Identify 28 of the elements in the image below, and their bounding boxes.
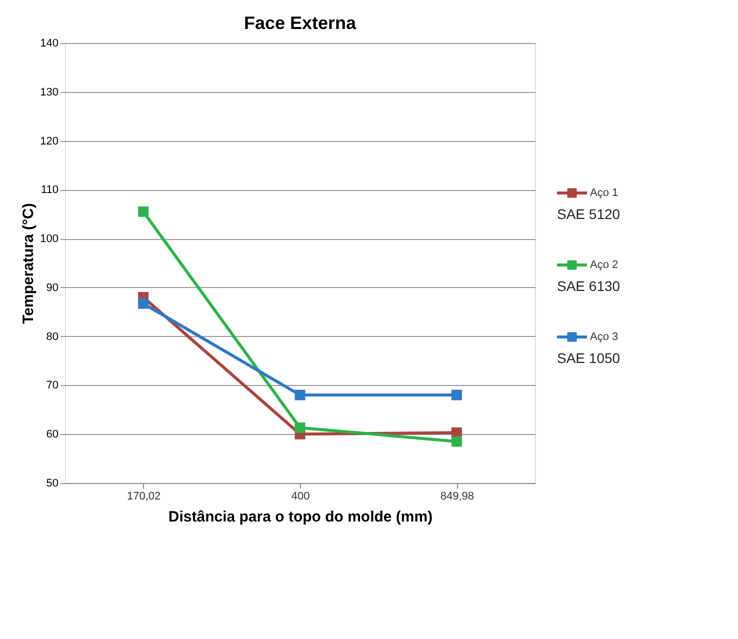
point — [138, 298, 149, 309]
point — [138, 206, 149, 217]
x-tick-label: 400 — [291, 490, 310, 502]
y-tick-label: 120 — [40, 135, 58, 148]
point — [294, 390, 306, 400]
legend-label: Aço 3 — [590, 331, 618, 343]
x-axis-title: Distância para o topo do molde (mm) — [168, 508, 433, 526]
y-tick-label: 60 — [46, 428, 58, 441]
point — [451, 390, 462, 400]
y-axis-title: Temperatura (°C) — [20, 203, 38, 324]
y-tick-label: 130 — [40, 86, 58, 98]
y-tick-label: 140 — [40, 38, 58, 50]
y-tick-label: 50 — [46, 478, 58, 490]
x-tick-label: 849,98 — [440, 490, 474, 502]
y-tick-label: 100 — [40, 233, 58, 246]
text: SAE 1050 — [557, 350, 620, 366]
y-tick-label: 110 — [40, 184, 58, 196]
legend-label: Aço 1 — [590, 187, 618, 199]
point — [294, 422, 306, 433]
y-tick-label: 90 — [46, 282, 58, 294]
chart-title: Face Externa — [244, 13, 358, 33]
point — [451, 436, 462, 447]
y-tick-label: 70 — [46, 380, 58, 392]
text: SAE 6130 — [557, 278, 620, 294]
legend-label: Aço 2 — [590, 259, 618, 271]
y-tick-label: 80 — [46, 330, 58, 343]
x-tick-label: 170,02 — [127, 490, 161, 502]
text: SAE 5120 — [557, 206, 620, 222]
